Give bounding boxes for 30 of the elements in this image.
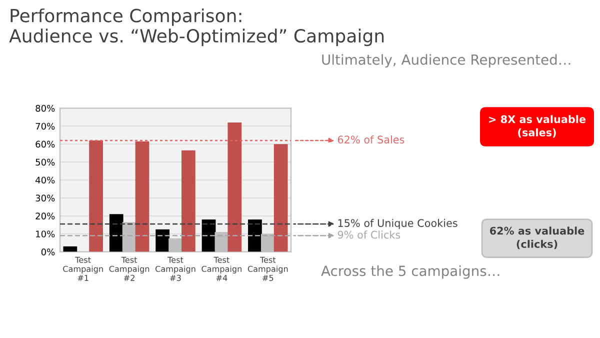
y-tick-label: 80% (36, 104, 55, 112)
bar (89, 140, 103, 252)
y-tick-label: 10% (36, 230, 55, 238)
bar (228, 122, 242, 252)
x-tick-label: Test Campaign #4 (202, 256, 242, 281)
x-tick-label: Test Campaign #5 (248, 256, 288, 281)
y-tick-label: 50% (36, 158, 55, 166)
text: > 8X as valuable (sales) (489, 115, 586, 138)
bar (274, 144, 288, 252)
y-tick-label: 0% (41, 248, 55, 256)
bar (156, 229, 170, 252)
text: Ultimately, Audience Represented… (322, 54, 570, 68)
x-tick-label: Test Campaign #3 (155, 256, 196, 281)
bar (135, 141, 150, 252)
text: Across the 5 campaigns… (321, 265, 500, 279)
text: 62% as valuable (clicks) (490, 226, 584, 250)
y-tick-label: 30% (36, 194, 55, 202)
bar (248, 219, 262, 252)
ref-line-label: 9% of Clicks (338, 230, 400, 239)
y-tick-label: 20% (36, 212, 55, 220)
bar (63, 246, 78, 252)
y-tick-label: 60% (36, 140, 55, 148)
bar (182, 150, 196, 252)
x-tick-label: Test Campaign #1 (63, 256, 103, 281)
x-tick-label: Test Campaign #2 (109, 256, 150, 281)
ref-line-label: 62% of Sales (338, 135, 404, 144)
chart-title: Performance Comparison: Audience vs. “Web-Optimized” Campaign (9, 8, 384, 46)
ref-line-label: 15% of Unique Cookies (338, 218, 458, 230)
y-tick-label: 70% (36, 122, 55, 130)
y-tick-label: 40% (36, 176, 55, 184)
